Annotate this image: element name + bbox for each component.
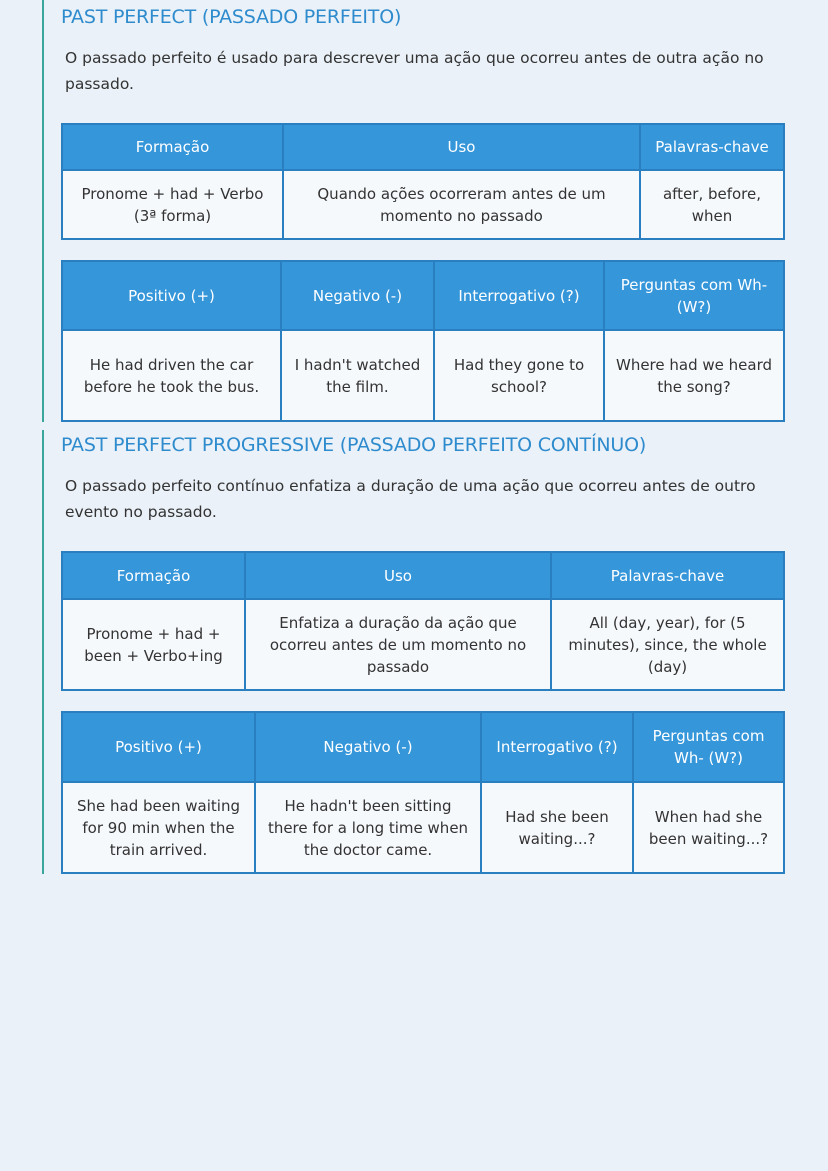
header-positivo: Positivo (+): [61, 711, 256, 783]
section-title: PAST PERFECT PROGRESSIVE (PASSADO PERFEI…: [61, 434, 647, 456]
cell-positivo: He had driven the car before he took the…: [61, 329, 282, 422]
cell-positivo: She had been waiting for 90 min when the…: [61, 781, 256, 874]
header-negativo: Negativo (-): [254, 711, 482, 783]
section-past-perfect-progressive: PAST PERFECT PROGRESSIVE (PASSADO PERFEI…: [42, 430, 804, 874]
cell-uso: Enfatiza a duração da ação que ocorreu a…: [244, 598, 552, 691]
header-perguntas-wh: Perguntas com Wh- (W?): [632, 711, 785, 783]
header-formacao: Formação: [61, 551, 246, 600]
section-description: O passado perfeito contínuo enfatiza a d…: [65, 477, 756, 521]
cell-negativo: I hadn't watched the film.: [280, 329, 435, 422]
cell-interrogativo: Had she been waiting...?: [480, 781, 634, 874]
header-palavras-chave: Palavras-chave: [550, 551, 785, 600]
usage-table: Formação Uso Palavras-chave Pronome + ha…: [61, 551, 785, 691]
cell-perguntas-wh: Where had we heard the song?: [603, 329, 785, 422]
cell-negativo: He hadn't been sitting there for a long …: [254, 781, 482, 874]
cell-uso: Quando ações ocorreram antes de um momen…: [282, 169, 641, 240]
cell-palavras-chave: All (day, year), for (5 minutes), since,…: [550, 598, 785, 691]
header-interrogativo: Interrogativo (?): [433, 260, 605, 331]
section-title: PAST PERFECT (PASSADO PERFEITO): [61, 6, 402, 28]
header-formacao: Formação: [61, 123, 284, 171]
cell-formacao: Pronome + had + been + Verbo+ing: [61, 598, 246, 691]
header-interrogativo: Interrogativo (?): [480, 711, 634, 783]
cell-perguntas-wh: When had she been waiting...?: [632, 781, 785, 874]
cell-palavras-chave: after, before, when: [639, 169, 785, 240]
header-negativo: Negativo (-): [280, 260, 435, 331]
header-perguntas-wh: Perguntas com Wh- (W?): [603, 260, 785, 331]
section-description: O passado perfeito é usado para descreve…: [65, 49, 764, 93]
examples-table: Positivo (+) Negativo (-) Interrogativo …: [61, 711, 785, 874]
usage-table: Formação Uso Palavras-chave Pronome + ha…: [61, 123, 785, 240]
header-positivo: Positivo (+): [61, 260, 282, 331]
cell-interrogativo: Had they gone to school?: [433, 329, 605, 422]
cell-formacao: Pronome + had + Verbo (3ª forma): [61, 169, 284, 240]
header-uso: Uso: [282, 123, 641, 171]
header-palavras-chave: Palavras-chave: [639, 123, 785, 171]
section-past-perfect: PAST PERFECT (PASSADO PERFEITO) O passad…: [42, 0, 804, 422]
examples-table: Positivo (+) Negativo (-) Interrogativo …: [61, 260, 785, 422]
header-uso: Uso: [244, 551, 552, 600]
